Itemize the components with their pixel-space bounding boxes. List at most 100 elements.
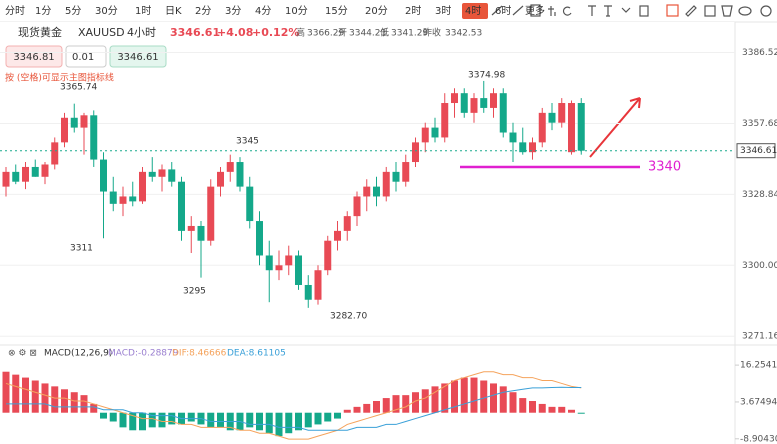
y-tick-label: 3328.84: [742, 190, 777, 200]
candle-body: [61, 117, 68, 143]
candle-body: [22, 166, 29, 182]
candle-body: [402, 162, 410, 182]
period-button[interactable]: 1分: [35, 5, 51, 17]
macd-bar: [509, 392, 517, 413]
period-button[interactable]: 1时: [135, 5, 151, 17]
buy-price[interactable]: 3346.61: [117, 52, 158, 63]
period-button[interactable]: 更多: [525, 4, 545, 17]
candle-body: [80, 115, 88, 128]
extreme-label: 3365.74: [60, 83, 97, 93]
period-button[interactable]: 分时: [5, 5, 25, 17]
macd-bar: [499, 386, 507, 413]
macd-bar: [451, 380, 458, 413]
macd-bar: [295, 412, 302, 431]
sell-price[interactable]: 3346.81: [13, 52, 54, 63]
period-button[interactable]: 2时: [405, 5, 421, 17]
period-button[interactable]: 4时: [465, 5, 481, 17]
macd-bar: [363, 403, 371, 413]
y-tick-label: 3.67494: [740, 397, 777, 407]
period-button[interactable]: 30分: [95, 5, 118, 17]
candle-body: [334, 230, 341, 241]
candle-body: [568, 103, 575, 153]
candle-body: [441, 103, 449, 138]
candle-body: [41, 164, 49, 177]
period-button[interactable]: 5分: [65, 5, 81, 17]
macd-bar: [343, 409, 351, 413]
dea-value: DEA:8.61105: [227, 349, 286, 359]
candle-body: [285, 255, 293, 266]
macd-title: MACD(12,26,9): [44, 349, 112, 359]
candle-body: [187, 225, 195, 231]
period-button[interactable]: 15分: [325, 5, 348, 17]
candle-body: [217, 171, 224, 187]
label: 开: [338, 28, 347, 39]
extreme-label: 3345: [236, 137, 259, 147]
macd-value: MACD:-0.28879: [108, 349, 179, 359]
period-button[interactable]: 20分: [365, 5, 388, 17]
period-button[interactable]: 3分: [225, 5, 241, 17]
value: 3344.23: [349, 29, 386, 39]
period-active[interactable]: [462, 3, 488, 19]
candle-body: [12, 171, 20, 182]
candle-body: [353, 196, 361, 217]
macd-bar: [460, 377, 468, 413]
candle-body: [70, 117, 78, 128]
toolbar: [0, 0, 777, 22]
macd-bar: [314, 412, 322, 425]
candle-body: [421, 127, 429, 143]
lot[interactable]: 0.01: [72, 52, 94, 63]
label: 昨收: [423, 27, 441, 39]
period-button[interactable]: 2分: [195, 5, 211, 17]
buy-button[interactable]: [109, 45, 167, 68]
period-button[interactable]: 3时: [435, 5, 451, 17]
candle-body: [2, 171, 10, 187]
candle-body: [519, 142, 527, 153]
candle-body: [168, 169, 176, 182]
macd-bar: [490, 383, 497, 413]
candle-body: [31, 166, 39, 177]
candle-body: [431, 127, 439, 138]
lot-input[interactable]: [65, 45, 107, 68]
y-tick-label: -8.90430: [740, 434, 777, 444]
dif-value: DIF:8.46666: [172, 349, 227, 359]
macd-bar: [392, 395, 400, 413]
candle-body: [412, 142, 419, 163]
macd-bar: [568, 409, 575, 413]
period-button[interactable]: 日K: [165, 6, 182, 17]
macd-bar: [353, 406, 361, 413]
extreme-label: 3295: [183, 287, 206, 297]
period-button[interactable]: 4分: [255, 5, 271, 17]
extreme-label: 3374.98: [468, 71, 505, 81]
change-pct: +0.12%: [252, 26, 299, 39]
macd-bar: [412, 392, 419, 413]
macd-bar: [139, 412, 146, 431]
candle-body: [499, 93, 507, 133]
y-tick-label: 16.25417: [740, 361, 777, 371]
period-button[interactable]: 10分: [285, 5, 308, 17]
macd-bar: [207, 412, 215, 428]
period-button[interactable]: 6时: [495, 5, 511, 17]
macd-bar: [324, 412, 332, 422]
macd-bar: [31, 380, 39, 413]
value: 3341.29: [391, 29, 428, 39]
tool-icons: [491, 4, 772, 17]
macd-bar: [285, 412, 293, 434]
candle-body: [470, 98, 478, 113]
sell-button[interactable]: [5, 45, 63, 68]
label: 低: [380, 27, 389, 39]
macd-bar: [373, 401, 380, 413]
candle-body: [324, 240, 332, 271]
extreme-label: 3311: [70, 244, 93, 254]
macd-bar: [158, 412, 166, 428]
value: 3366.29: [307, 29, 344, 39]
macd-bar: [382, 398, 390, 413]
label: 高: [296, 27, 305, 39]
candle-body: [382, 171, 390, 197]
change: +4.08: [217, 26, 253, 39]
y-tick-label: 3300.00: [742, 261, 777, 271]
name: 现货黄金: [18, 25, 62, 39]
candle-body: [392, 171, 400, 182]
macd-bar: [187, 412, 195, 422]
macd-bar: [80, 395, 88, 413]
